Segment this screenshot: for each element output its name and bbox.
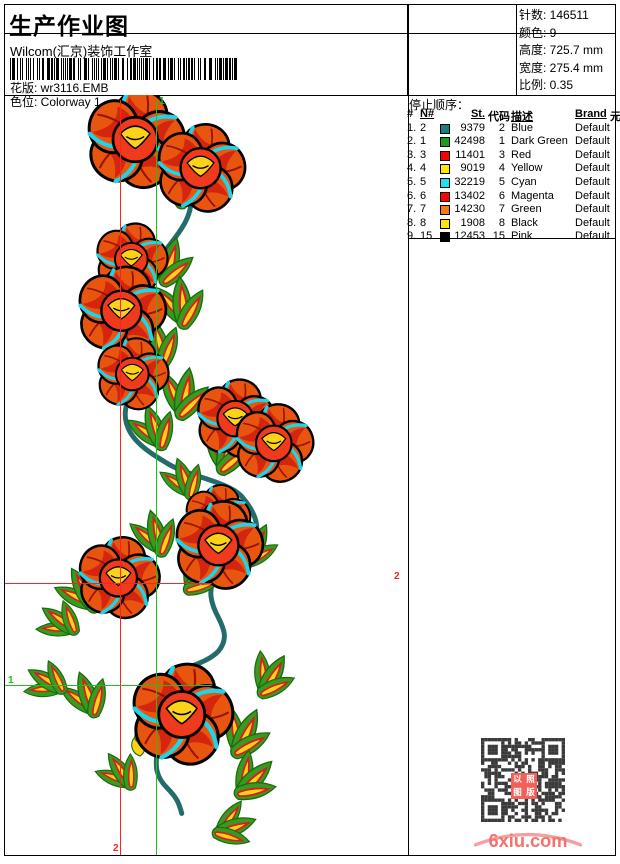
- svg-text:6xiu.com: 6xiu.com: [488, 830, 567, 851]
